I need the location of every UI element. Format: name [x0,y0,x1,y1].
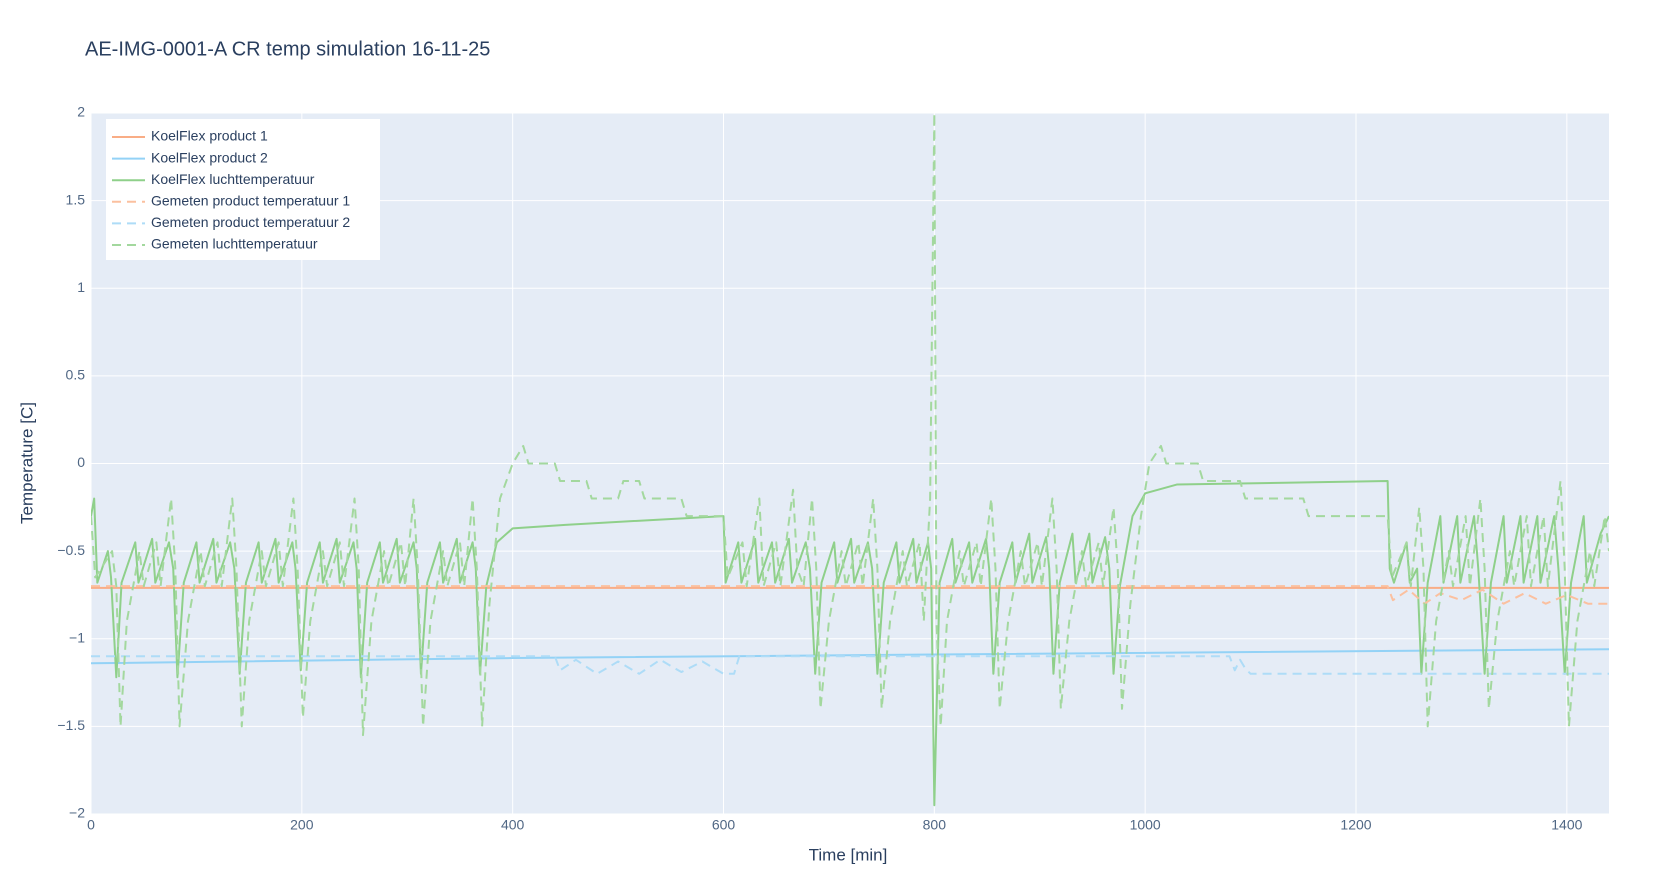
x-tick-label: 0 [87,817,95,833]
legend: KoelFlex product 1 KoelFlex product 2 Koel… [112,128,350,252]
series-line [91,480,1609,807]
y-tick-label: −2 [69,805,85,821]
y-tick-label: 1 [77,279,85,295]
series-line [91,585,1609,605]
y-tick-label: 2 [77,104,85,120]
series-line [91,655,1609,675]
x-tick-label: 1400 [1551,817,1582,833]
axes: −2 −1.5 −1 −0.5 0 0.5 1 1.5 2 0 200 400 600 800 1000 12… [57,104,1582,833]
y-tick-label: 0 [77,454,85,470]
x-axis-title: Time [min] [809,845,888,864]
legend-box [106,119,380,260]
legend-label: KoelFlex product 1 [151,128,268,144]
y-tick-label: −0.5 [57,542,85,558]
x-tick-label: 800 [923,817,947,833]
y-tick-label: −1.5 [57,717,85,733]
y-tick-label: 1.5 [66,191,86,207]
lines [91,113,1609,807]
legend-label: KoelFlex luchttemperatuur [151,171,315,187]
y-tick-label: −1 [69,629,85,645]
x-tick-label: 600 [712,817,736,833]
legend-label: KoelFlex product 2 [151,149,268,165]
x-tick-label: 200 [290,817,314,833]
chart-title: AE-IMG-0001-A CR temp simulation 16-11-2… [85,38,490,60]
legend-label: Gemeten product temperatuur 2 [151,214,350,230]
x-tick-label: 1000 [1130,817,1161,833]
legend-label: Gemeten product temperatuur 1 [151,193,350,209]
x-tick-label: 400 [501,817,525,833]
y-tick-label: 0.5 [66,367,86,383]
legend-label: Gemeten luchttemperatuur [151,236,318,252]
y-axis-title: Temperature [C] [17,402,36,524]
series-line [91,113,1609,737]
x-tick-label: 1200 [1340,817,1371,833]
